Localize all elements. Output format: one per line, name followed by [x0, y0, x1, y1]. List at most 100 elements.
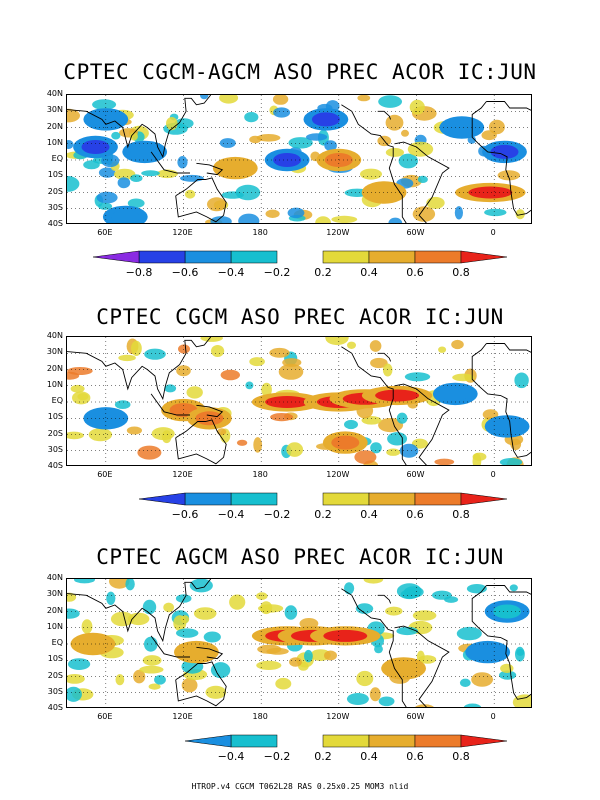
speckle-region	[386, 448, 401, 456]
speckle-region	[459, 678, 471, 687]
colorbar-neg-arrow	[92, 250, 140, 264]
panel-1-colorbar	[92, 250, 508, 264]
speckle-region	[144, 348, 166, 360]
colorbar-tick-label: 0.4	[360, 508, 378, 521]
colorbar-segment	[368, 250, 416, 264]
speckle-region	[148, 683, 161, 690]
colorbar-neg-arrow	[184, 734, 232, 748]
speckle-region	[189, 579, 213, 593]
speckle-region	[114, 400, 131, 409]
coastline	[67, 579, 212, 643]
coastline	[175, 661, 227, 707]
speckle-region	[115, 674, 125, 686]
speckle-region	[114, 168, 136, 180]
colorbar-tick-label: −0.4	[217, 266, 245, 279]
feature-core	[490, 144, 519, 159]
speckle-region	[141, 170, 160, 177]
speckle-region	[388, 217, 403, 223]
speckle-region	[210, 662, 231, 679]
speckle-region	[67, 108, 80, 123]
coastline	[67, 337, 212, 401]
colorbar-tick-label: 0.8	[452, 508, 470, 521]
speckle-region	[67, 431, 84, 440]
lon-tick-label: 120E	[172, 228, 193, 237]
speckle-region	[176, 628, 199, 638]
speckle-region	[399, 443, 419, 458]
speckle-region	[304, 649, 313, 663]
colorbar-tick-label: 0.2	[314, 750, 332, 763]
feature-core	[221, 161, 250, 176]
speckle-region	[411, 438, 428, 449]
speckle-region	[127, 612, 150, 626]
speckle-region	[67, 371, 80, 380]
lon-tick-label: 120E	[172, 470, 193, 479]
colorbar-tick-label: −0.4	[217, 508, 245, 521]
colorbar-segment	[230, 250, 278, 264]
speckle-region	[331, 215, 358, 223]
speckle-region	[110, 611, 135, 627]
lon-tick-label: 180	[252, 712, 268, 721]
speckle-region	[68, 658, 91, 670]
speckle-region	[142, 599, 157, 615]
speckle-region	[180, 174, 204, 182]
speckle-region	[142, 655, 162, 666]
speckle-region	[184, 189, 196, 199]
speckle-region	[207, 197, 227, 212]
colorbar-pos-arrow	[460, 492, 508, 506]
speckle-region	[418, 655, 437, 664]
speckle-region	[244, 112, 259, 123]
footer-caption: HTROP.v4 CGCM T062L28 RAS 0.25x0.25 MOM3…	[191, 782, 409, 791]
speckle-region	[127, 198, 145, 208]
colorbar-tick-label: −0.8	[125, 266, 153, 279]
speckle-region	[151, 427, 175, 441]
lat-tick-label: 20S	[47, 186, 63, 196]
speckle-region	[400, 589, 420, 599]
speckle-region	[111, 131, 121, 140]
coastline	[67, 95, 212, 159]
speckle-region	[356, 670, 374, 687]
speckle-region	[181, 678, 198, 693]
feature-core	[370, 185, 399, 200]
speckle-region	[265, 209, 280, 218]
speckle-region	[131, 340, 142, 356]
lon-tick-label: 120W	[326, 712, 350, 721]
colorbar-tick-label: −0.2	[263, 750, 291, 763]
colorbar-tick-label: 0.2	[314, 266, 332, 279]
colorbar-pos-arrow	[460, 734, 508, 748]
speckle-region	[117, 177, 131, 189]
lon-tick-label: 60E	[97, 470, 113, 479]
coastline	[175, 177, 227, 223]
speckle-region	[67, 592, 77, 602]
speckle-region	[266, 647, 289, 655]
speckle-region	[256, 134, 281, 142]
speckle-region	[287, 207, 305, 219]
speckle-region	[219, 138, 236, 148]
speckle-region	[324, 140, 337, 151]
lat-tick-label: 40S	[47, 461, 63, 470]
coastline	[394, 141, 450, 223]
colorbar-tick-label: −0.2	[263, 266, 291, 279]
speckle-region	[488, 119, 505, 135]
speckle-region	[229, 594, 246, 610]
speckle-region	[499, 670, 517, 680]
coastline	[486, 343, 531, 353]
feature-core	[78, 637, 107, 651]
coastline	[196, 404, 224, 418]
speckle-region	[289, 657, 302, 667]
speckle-region	[67, 674, 85, 684]
speckle-region	[499, 458, 523, 465]
feature-core	[311, 112, 340, 127]
speckle-region	[456, 626, 482, 641]
speckle-region	[363, 579, 384, 584]
speckle-region	[261, 382, 272, 397]
lat-tick-label: 40S	[47, 219, 63, 228]
speckle-region	[426, 196, 445, 209]
lat-tick-label: 30S	[47, 686, 63, 696]
speckle-region	[219, 95, 239, 104]
speckle-region	[205, 685, 227, 699]
speckle-region	[67, 608, 80, 619]
lat-tick-label: 30N	[46, 589, 63, 599]
lat-tick-label: 20N	[46, 605, 63, 615]
speckle-region	[509, 584, 518, 592]
speckle-region	[396, 626, 419, 636]
